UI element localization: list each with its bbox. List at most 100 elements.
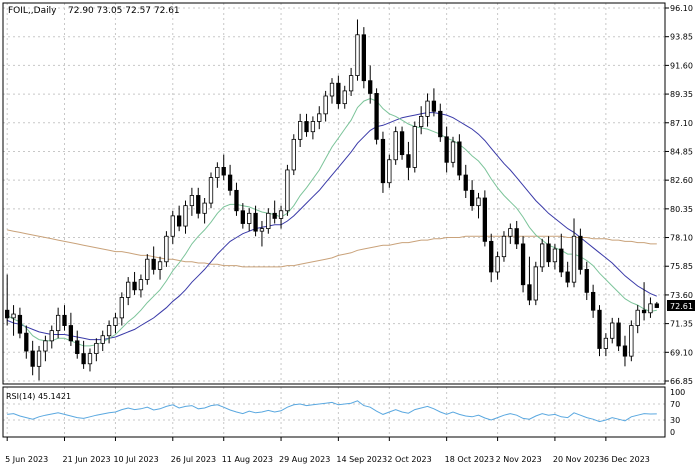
candle <box>81 340 86 369</box>
candle <box>208 172 214 209</box>
candle <box>323 90 328 122</box>
candle-body <box>119 297 124 319</box>
y-tick-label: 87.10 <box>670 119 693 128</box>
candle-body <box>540 243 545 268</box>
candle <box>234 182 239 216</box>
candle <box>501 231 507 262</box>
candle-body <box>546 243 551 263</box>
ma-mid-layer <box>7 112 657 341</box>
candle <box>380 131 386 193</box>
candle <box>489 233 494 283</box>
candle-body <box>361 34 366 82</box>
candle <box>291 134 296 176</box>
candle <box>654 301 659 309</box>
candle-body <box>94 342 99 354</box>
candle-body <box>183 205 188 227</box>
candle <box>247 208 252 232</box>
candle-body <box>578 235 583 270</box>
candle <box>387 154 392 188</box>
candle <box>635 305 640 334</box>
candle <box>278 205 284 229</box>
candle <box>520 236 526 293</box>
candle-body <box>151 258 156 270</box>
candle-body <box>495 256 500 273</box>
candle-body <box>138 279 144 291</box>
candle-body <box>5 309 10 319</box>
rsi-tick-label: 30 <box>670 416 680 425</box>
rsi-line <box>7 400 657 423</box>
y-tick-label: 93.85 <box>670 33 693 42</box>
candle-body <box>387 159 392 184</box>
rsi-frame <box>2 386 666 438</box>
candle-body <box>571 235 577 283</box>
candle <box>62 305 67 331</box>
candle-body <box>444 136 449 163</box>
candle <box>629 320 634 362</box>
candle <box>24 325 29 359</box>
candle <box>30 340 35 376</box>
candle <box>565 261 570 288</box>
candle-body <box>87 353 93 365</box>
candle-body <box>610 322 615 339</box>
candle-body <box>304 121 309 133</box>
y-tick-label: 82.60 <box>670 176 693 185</box>
x-tick-label: 5 Jun 2023 <box>5 455 48 464</box>
candle-body <box>17 314 23 334</box>
candle-body <box>438 110 443 138</box>
candle-body <box>425 100 430 117</box>
candle-body <box>272 212 277 219</box>
x-tick-label: 2 Oct 2023 <box>387 455 431 464</box>
candle <box>399 126 405 160</box>
y-tick-label: 66.85 <box>670 377 693 386</box>
candle <box>508 223 513 244</box>
candle-body <box>533 266 538 301</box>
candle-body <box>482 197 488 242</box>
candle <box>463 164 468 199</box>
candle <box>106 320 112 344</box>
candle <box>253 205 258 237</box>
rsi-axis-ticks: 100 70 30 0 <box>670 388 685 437</box>
candle <box>552 243 558 270</box>
candle-body <box>24 332 29 352</box>
candles <box>5 19 659 381</box>
candle <box>482 190 488 247</box>
candle <box>113 312 118 334</box>
candle-body <box>603 337 609 349</box>
candle-body <box>641 309 647 314</box>
candle-body <box>559 248 564 273</box>
candle <box>597 305 602 357</box>
candle <box>495 251 500 280</box>
y-tick-label: 73.60 <box>670 291 693 300</box>
candle-body <box>374 93 379 140</box>
y-axis-ticks: 96.10 93.85 91.60 89.35 87.10 84.85 82.60 80.35… <box>665 4 693 386</box>
y-tick-label: 89.35 <box>670 90 693 99</box>
candle <box>438 103 443 142</box>
candle-body <box>584 269 589 293</box>
candle <box>259 220 265 247</box>
candle <box>151 246 156 275</box>
candle <box>157 256 163 280</box>
candle-body <box>393 131 398 161</box>
candle-body <box>457 141 462 176</box>
candle <box>355 19 360 81</box>
candle <box>342 85 347 109</box>
candle <box>132 271 137 295</box>
candle <box>571 218 577 288</box>
candle <box>317 106 322 130</box>
candle-body <box>157 261 163 270</box>
candle-body <box>412 126 417 168</box>
candle <box>11 305 16 336</box>
candle <box>559 233 564 278</box>
candle <box>348 67 354 96</box>
candle <box>616 317 621 352</box>
candle-body <box>450 141 456 163</box>
x-tick-label: 29 Aug 2023 <box>279 455 330 464</box>
candle <box>87 348 93 372</box>
ohlc-readout: 72.90 73.05 72.57 72.61 <box>68 6 180 16</box>
candle-body <box>259 228 265 232</box>
candle <box>603 333 609 357</box>
candle-body <box>30 350 35 367</box>
candle <box>17 307 23 339</box>
candle-body <box>164 235 169 263</box>
